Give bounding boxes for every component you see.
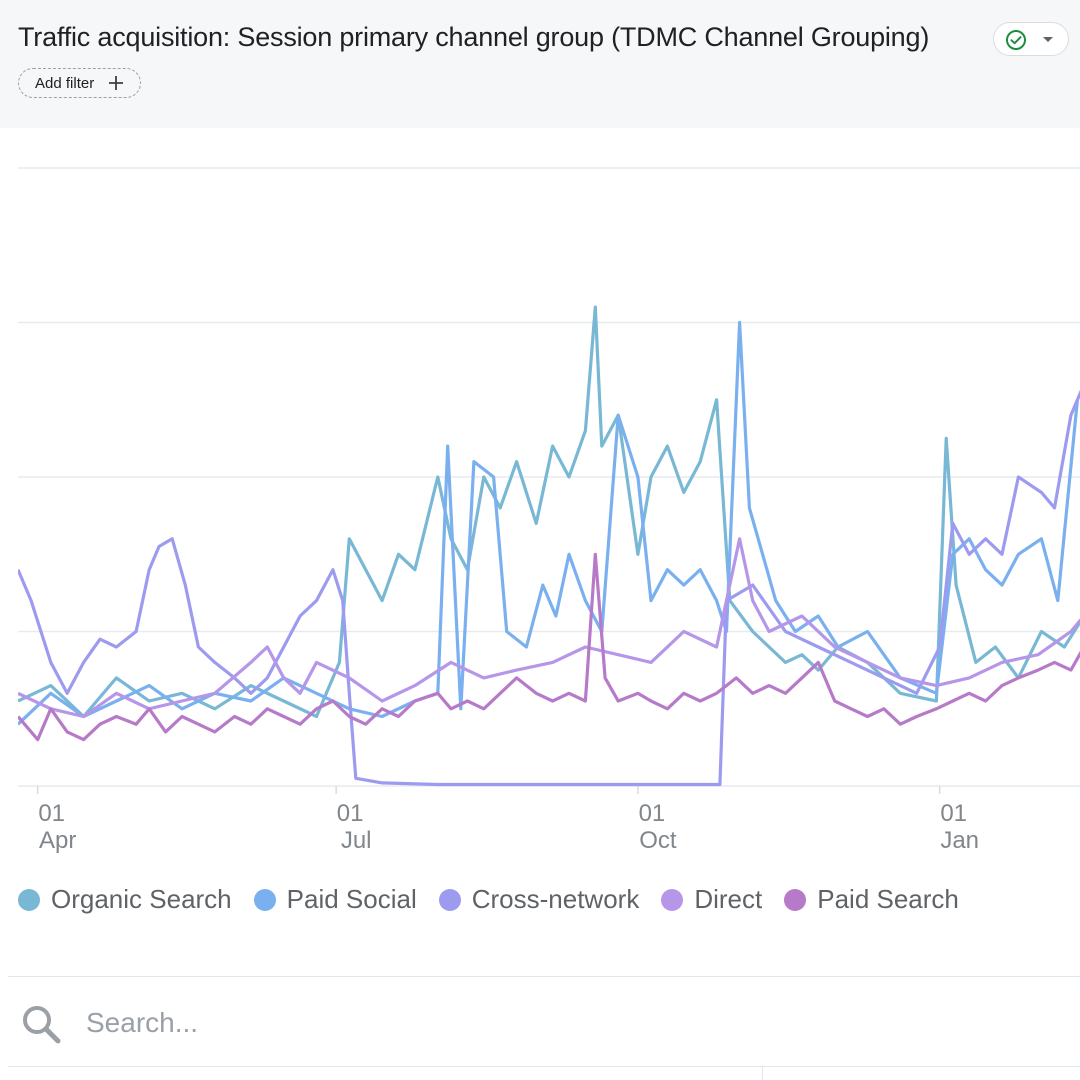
status-dropdown[interactable] bbox=[993, 22, 1069, 56]
x-tick-month: Jul bbox=[341, 827, 372, 854]
search-input[interactable] bbox=[86, 1003, 686, 1043]
add-filter-button[interactable]: Add filter bbox=[18, 68, 141, 98]
x-tick-month: Apr bbox=[39, 827, 76, 854]
series-line-paid-social[interactable] bbox=[18, 320, 1079, 726]
x-tick-day: 01 bbox=[940, 800, 967, 827]
series-line-direct[interactable] bbox=[18, 537, 1080, 719]
x-tick-month: Oct bbox=[639, 827, 677, 854]
legend-item[interactable]: Direct bbox=[661, 884, 762, 915]
legend-label: Paid Social bbox=[286, 884, 417, 914]
series-line-paid-search[interactable] bbox=[18, 552, 1080, 742]
check-circle-icon bbox=[1006, 30, 1026, 50]
divider bbox=[8, 976, 1080, 977]
chart-legend: Organic Search Paid Social Cross-network Di… bbox=[18, 884, 981, 916]
search-icon bbox=[23, 1006, 61, 1044]
divider bbox=[8, 1066, 1080, 1067]
x-tick-month: Jan bbox=[940, 827, 979, 854]
legend-swatch bbox=[784, 888, 807, 911]
legend-item[interactable]: Cross-network bbox=[438, 884, 640, 915]
legend-swatch bbox=[661, 888, 684, 911]
legend-swatch bbox=[253, 888, 276, 911]
legend-label: Organic Search bbox=[51, 884, 232, 914]
legend-label: Cross-network bbox=[471, 884, 640, 914]
legend-label: Direct bbox=[694, 884, 763, 914]
legend-swatch bbox=[438, 888, 461, 911]
report-header: Traffic acquisition: Session primary cha… bbox=[0, 0, 1080, 128]
series-line-cross-network[interactable] bbox=[18, 384, 1080, 787]
add-filter-label: Add filter bbox=[35, 75, 95, 92]
column-divider bbox=[762, 1066, 763, 1080]
legend-item[interactable]: Organic Search bbox=[18, 884, 232, 915]
x-tick-day: 01 bbox=[639, 800, 666, 827]
series-line-organic-search[interactable] bbox=[18, 305, 1080, 719]
chevron-down-icon bbox=[1043, 37, 1053, 42]
legend-swatch bbox=[18, 888, 40, 911]
x-tick-day: 01 bbox=[337, 800, 364, 827]
legend-label: Paid Search bbox=[817, 884, 959, 914]
x-tick-day: 01 bbox=[38, 800, 65, 827]
legend-item[interactable]: Paid Social bbox=[253, 884, 417, 915]
legend-item[interactable]: Paid Search bbox=[784, 884, 959, 915]
report-title: Traffic acquisition: Session primary cha… bbox=[18, 22, 930, 52]
plus-icon bbox=[109, 76, 123, 90]
